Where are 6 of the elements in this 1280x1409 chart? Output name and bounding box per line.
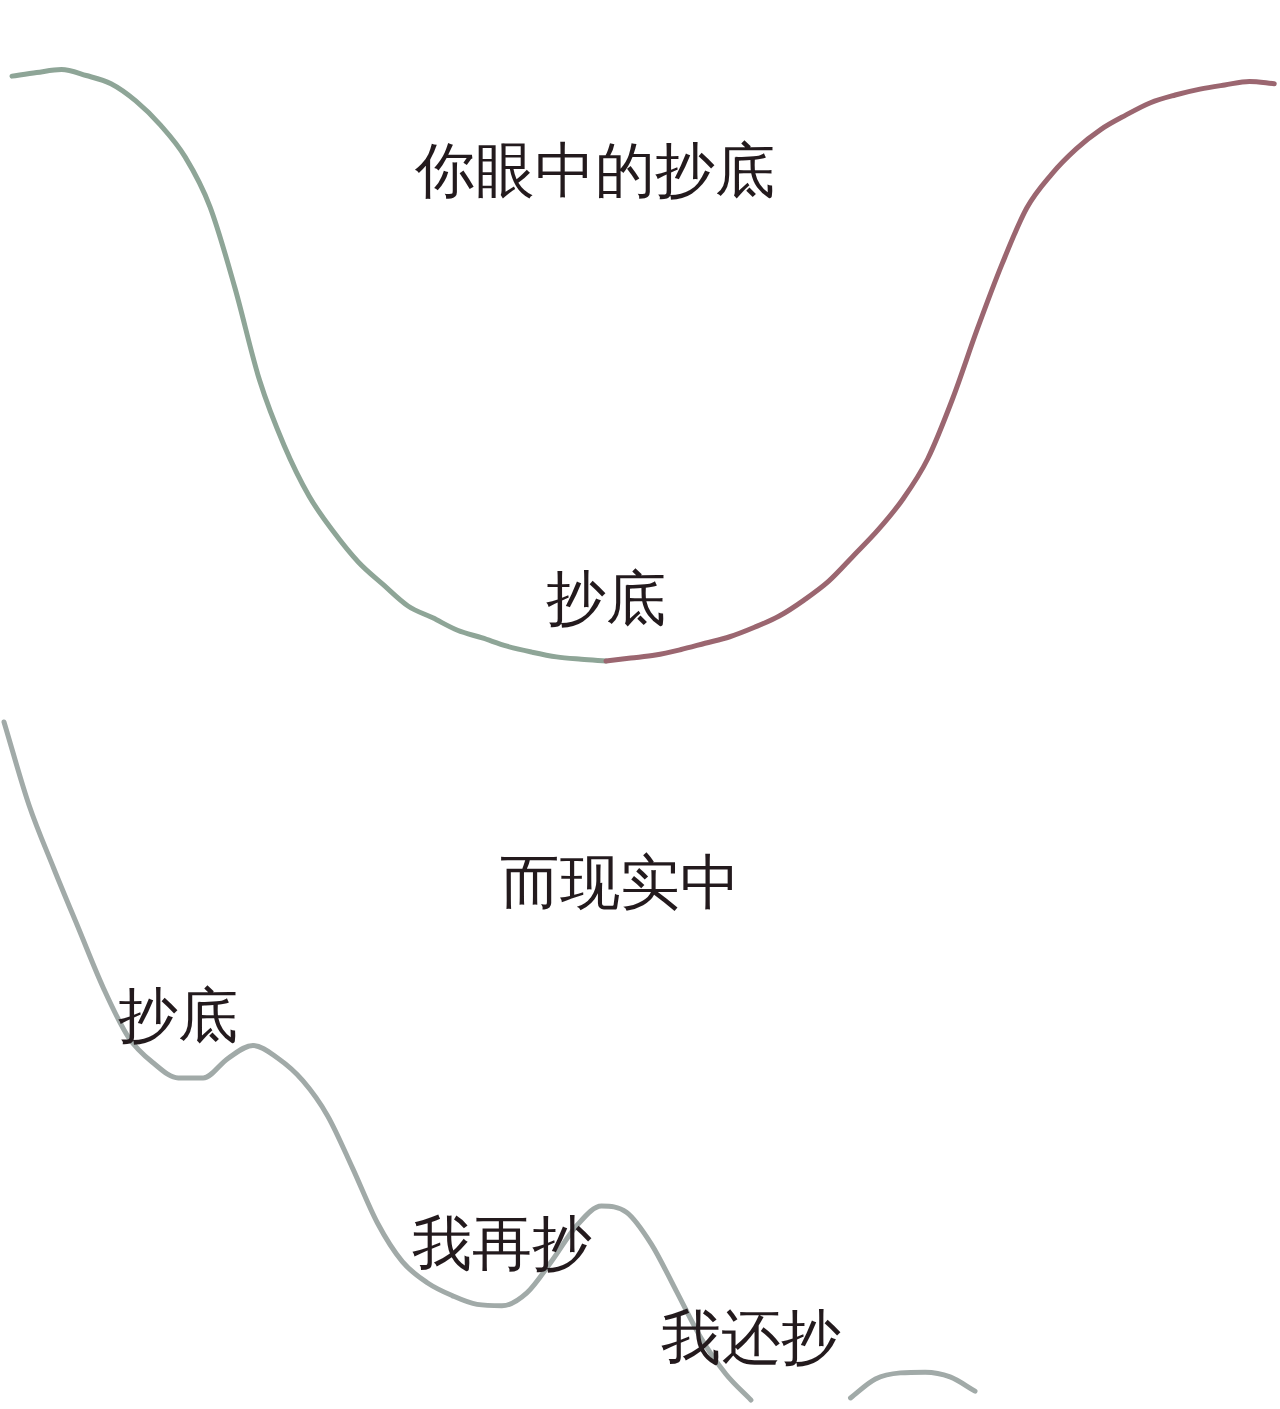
annotation: 我再抄 (411, 1209, 592, 1277)
annotation: 我还抄 (660, 1304, 841, 1371)
annotation: 抄底 (118, 981, 239, 1049)
title: 而现实中 (500, 849, 740, 916)
title: 你眼中的抄底 (415, 137, 775, 204)
annotation: 抄底 (546, 565, 666, 632)
